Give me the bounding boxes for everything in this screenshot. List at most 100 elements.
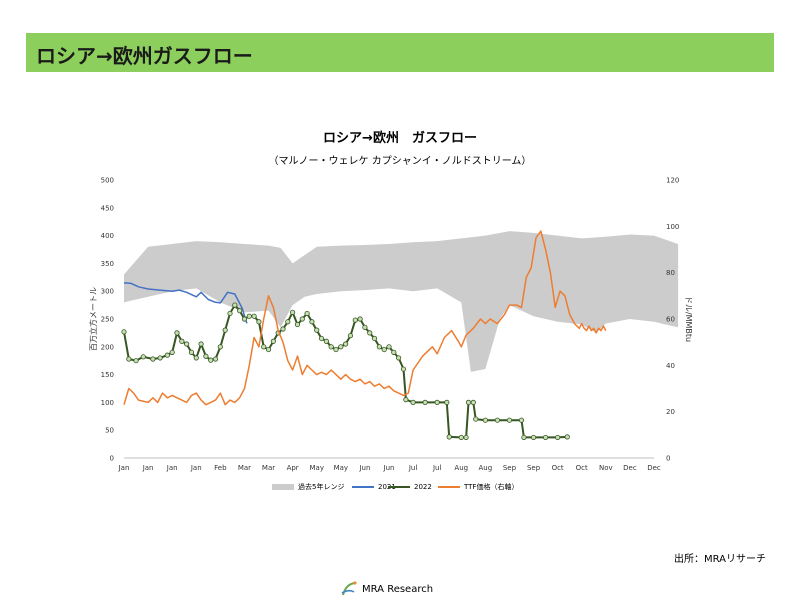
series-point-2022 [470,399,476,405]
legend-item-2021: 2021 [352,480,396,494]
legend-item-ttf: TTF価格（右軸） [438,480,518,494]
series-point-2022 [217,344,223,350]
legend-label-range: 過去5年レンジ [298,483,345,491]
y-tick-label: 450 [101,204,114,212]
series-point-2022 [208,357,214,363]
y2-axis-label: ドル/MMBtu [684,296,693,342]
series-point-2022 [564,434,570,440]
series-point-2022 [265,346,272,353]
series-point-2022 [193,355,199,361]
legend: 過去5年レンジ 2021 2022 TTF価格（右軸） [0,480,800,494]
legend-swatch-2022 [388,486,410,488]
series-point-2022 [251,313,257,319]
series-point-2022 [458,434,464,441]
series-point-2022 [299,316,305,322]
page-title: ロシア→欧州ガスフロー [36,44,253,68]
logo-text: MRA Research [362,583,434,595]
y-tick-label: 100 [101,399,114,407]
x-tick-label: Apr [287,464,299,472]
y2-tick-label: 20 [666,408,675,416]
series-point-2022 [246,313,252,319]
series-point-2022 [203,353,209,359]
series-point-2022 [352,317,358,323]
series-point-2022 [463,434,469,441]
series-point-2022 [403,397,409,403]
series-point-2022 [294,321,301,328]
x-tick-label: Dec [623,464,637,472]
x-tick-label: Jul [432,464,442,472]
series-point-2022 [188,349,195,355]
series-point-2022 [121,329,127,335]
series-point-2022 [542,434,549,441]
series-point-2022 [343,341,349,347]
series-line-TTF価格（右軸） [123,230,607,406]
series-point-2022 [367,330,373,336]
series-point-2022 [227,310,233,317]
series-point-2022 [179,338,185,344]
x-tick-label: Jan [118,464,130,472]
x-tick-label: Aug [479,464,493,472]
y2-tick-label: 100 [666,223,679,231]
series-point-2022 [473,416,479,422]
series-line-2022 [123,304,568,439]
x-tick-label: Mar [238,464,251,472]
legend-item-2022: 2022 [388,480,432,494]
x-tick-label: Sep [503,464,517,472]
series-point-2022 [391,349,397,355]
series-point-2022 [212,356,219,362]
y-tick-label: 400 [101,232,114,240]
range-band [124,231,679,372]
y2-tick-label: 40 [666,362,675,370]
series-line-2021 [123,282,248,324]
x-tick-label: Nov [599,464,613,472]
x-tick-label: May [309,464,323,472]
series-point-2022 [174,330,180,336]
legend-item-range: 過去5年レンジ [272,480,344,494]
series-point-2022 [506,417,513,423]
series-point-2022 [256,319,262,325]
series-point-2022 [290,309,296,315]
series-point-2022 [323,338,329,344]
x-tick-label: May [334,464,348,472]
y-tick-label: 0 [110,455,114,463]
series-point-2022 [494,417,501,423]
legend-swatch-ttf [438,486,460,488]
series-point-2022 [357,316,363,322]
y2-tick-label: 120 [666,177,679,185]
x-tick-label: Jun [358,464,370,472]
series-point-2022 [521,434,527,441]
y-tick-label: 250 [101,316,114,324]
series-point-2022 [241,316,248,322]
x-tick-label: Aug [454,464,468,472]
series-point-2022 [518,417,525,423]
series-point-2022 [318,335,325,342]
range-band-layer [124,231,679,372]
x-tick-label: Jan [190,464,202,472]
series-point-2022 [328,344,334,350]
series-point-2022 [400,366,407,372]
x-tick-label: Oct [552,464,564,472]
series-point-2022 [422,399,428,405]
series-point-2022 [347,333,354,339]
y-tick-label: 300 [101,288,114,296]
y-tick-label: 50 [105,427,114,435]
series-layer [121,230,607,441]
legend-swatch-2021 [352,486,374,488]
series-point-2022 [482,417,488,423]
series-point-2022 [555,434,561,441]
series-point-2022 [169,349,175,355]
source-note: 出所：MRAリサーチ [673,554,766,565]
y-axis-label: 百万立方メートル [88,287,98,351]
series-point-2022 [333,346,339,353]
series-point-2022 [434,399,440,405]
series-point-2022 [140,354,146,360]
series-point-2022 [285,319,291,325]
chart-subtitle: （マルノー・ウェレケ カプシャンイ・ノルドストリーム） [268,156,532,167]
series-point-2022 [446,434,452,440]
x-tick-label: Jan [166,464,178,472]
series-point-2022 [530,434,537,441]
series-point-2022 [362,324,368,330]
series-point-2022 [386,344,392,350]
y-tick-label: 350 [101,260,114,268]
